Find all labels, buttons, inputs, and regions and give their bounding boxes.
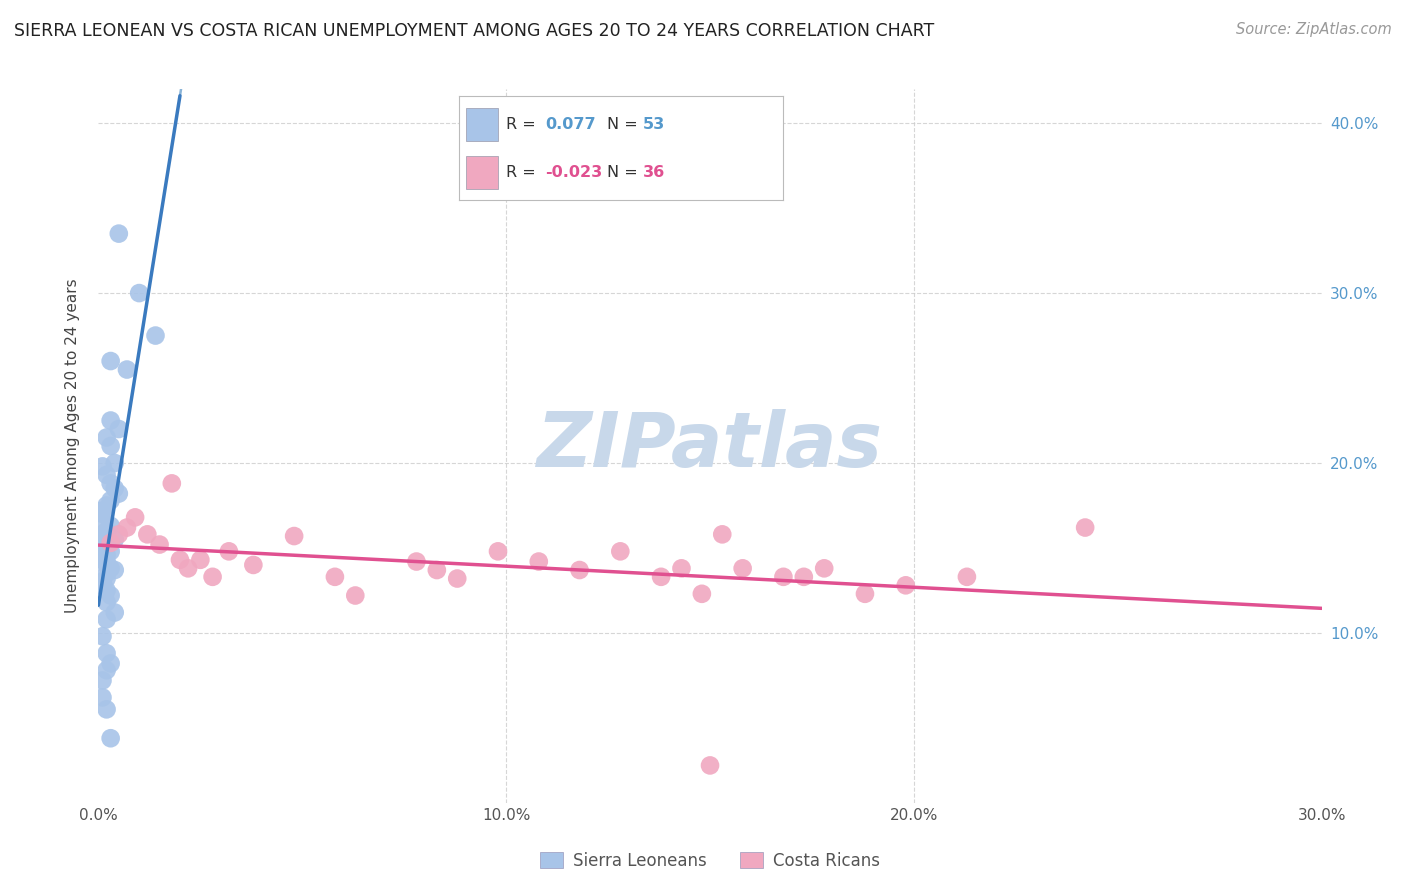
Point xyxy=(100,354,122,368)
Point xyxy=(100,413,122,427)
Point xyxy=(446,572,468,586)
Point xyxy=(91,578,114,592)
Point xyxy=(100,731,122,746)
Point xyxy=(283,529,305,543)
Point xyxy=(108,422,131,436)
Point xyxy=(136,527,159,541)
Point xyxy=(145,328,167,343)
Point xyxy=(96,467,118,482)
Point xyxy=(91,549,114,564)
Point xyxy=(104,533,127,547)
Point xyxy=(813,561,835,575)
Point xyxy=(91,690,114,705)
Point xyxy=(956,570,979,584)
Point xyxy=(104,606,127,620)
Point xyxy=(699,758,721,772)
Point xyxy=(731,561,754,575)
Point xyxy=(100,589,122,603)
Point xyxy=(100,439,122,453)
Point xyxy=(853,587,876,601)
Point xyxy=(671,561,693,575)
Point xyxy=(100,519,122,533)
Point xyxy=(609,544,631,558)
Point xyxy=(100,561,122,575)
Point xyxy=(96,566,118,581)
Point xyxy=(91,459,114,474)
Point xyxy=(242,558,264,572)
Point xyxy=(149,537,172,551)
Point xyxy=(100,657,122,671)
Point xyxy=(486,544,509,558)
Point xyxy=(115,362,138,376)
Point xyxy=(108,486,131,500)
Point xyxy=(344,589,367,603)
Point xyxy=(96,536,118,550)
Point xyxy=(1074,520,1097,534)
Point xyxy=(96,558,118,572)
Y-axis label: Unemployment Among Ages 20 to 24 years: Unemployment Among Ages 20 to 24 years xyxy=(65,278,80,614)
Point xyxy=(96,663,118,677)
Point xyxy=(108,227,131,241)
Point xyxy=(772,570,794,584)
Point xyxy=(793,570,815,584)
Point xyxy=(115,520,138,534)
Point xyxy=(96,555,118,569)
Text: Source: ZipAtlas.com: Source: ZipAtlas.com xyxy=(1236,22,1392,37)
Point xyxy=(104,482,127,496)
Point xyxy=(128,286,150,301)
Point xyxy=(91,503,114,517)
Point xyxy=(96,595,118,609)
Point xyxy=(160,476,183,491)
Text: SIERRA LEONEAN VS COSTA RICAN UNEMPLOYMENT AMONG AGES 20 TO 24 YEARS CORRELATION: SIERRA LEONEAN VS COSTA RICAN UNEMPLOYME… xyxy=(14,22,935,40)
Point xyxy=(104,563,127,577)
Point xyxy=(96,583,118,598)
Point xyxy=(91,546,114,560)
Point xyxy=(188,553,212,567)
Point xyxy=(91,574,114,589)
Point xyxy=(96,524,118,538)
Point xyxy=(96,499,118,513)
Point xyxy=(91,507,114,521)
Point xyxy=(323,570,346,584)
Point xyxy=(91,553,114,567)
Point xyxy=(650,570,672,584)
Point xyxy=(100,544,122,558)
Point xyxy=(96,646,118,660)
Point xyxy=(894,578,917,592)
Point xyxy=(108,527,131,541)
Point xyxy=(100,493,122,508)
Point xyxy=(426,563,449,577)
Point xyxy=(96,572,118,586)
Point xyxy=(96,548,118,562)
Point xyxy=(96,702,118,716)
Text: ZIPatlas: ZIPatlas xyxy=(537,409,883,483)
Point xyxy=(96,612,118,626)
Point xyxy=(690,587,713,601)
Legend: Sierra Leoneans, Costa Ricans: Sierra Leoneans, Costa Ricans xyxy=(533,846,887,877)
Point xyxy=(100,476,122,491)
Point xyxy=(91,529,114,543)
Point xyxy=(91,514,114,528)
Point xyxy=(91,629,114,643)
Point xyxy=(405,555,427,569)
Point xyxy=(124,510,146,524)
Point xyxy=(104,456,127,470)
Point xyxy=(527,555,550,569)
Point xyxy=(96,541,118,555)
Point xyxy=(568,563,591,577)
Point xyxy=(96,430,118,444)
Point xyxy=(91,527,114,541)
Point xyxy=(201,570,224,584)
Point xyxy=(100,536,122,550)
Point xyxy=(91,673,114,688)
Point xyxy=(169,553,191,567)
Point xyxy=(177,561,200,575)
Point xyxy=(218,544,240,558)
Point xyxy=(711,527,734,541)
